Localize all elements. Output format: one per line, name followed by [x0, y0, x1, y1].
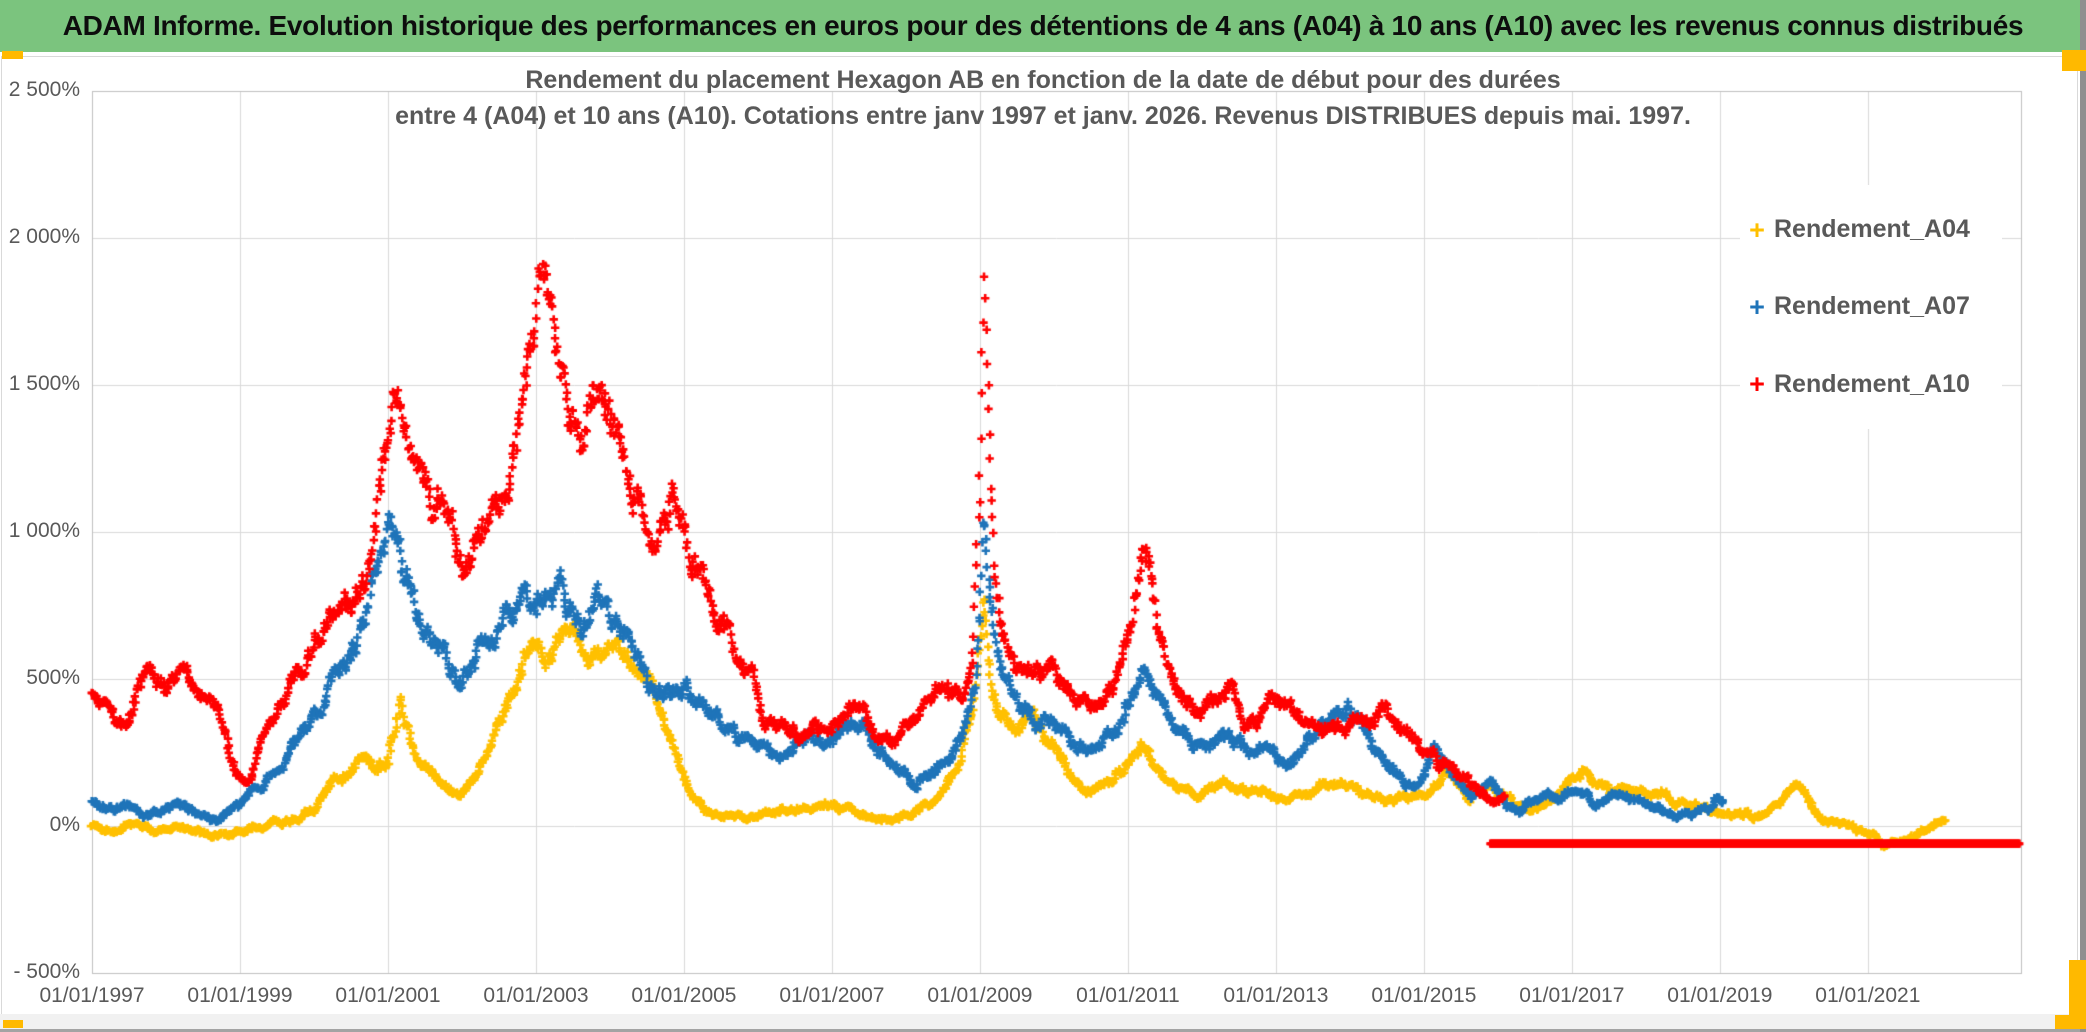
y-tick-label: 2 500% [8, 78, 80, 101]
x-tick-label: 01/01/2017 [1519, 984, 1625, 1007]
gold-corner-top-left [2, 51, 23, 59]
x-tick-label: 01/01/2005 [631, 984, 737, 1007]
chart-title-line1: Rendement du placement Hexagon AB en fon… [525, 66, 1561, 94]
chart-title: Rendement du placement Hexagon AB en fon… [0, 62, 2086, 134]
gold-corner-bottom-right-horizontal [2055, 1015, 2086, 1029]
x-tick-label: 01/01/2007 [779, 984, 885, 1007]
x-tick-label: 01/01/1997 [39, 984, 145, 1007]
x-tick-label: 01/01/2001 [335, 984, 441, 1007]
y-tick-label: 1 000% [8, 519, 80, 542]
y-tick-label: 2 000% [8, 225, 80, 248]
legend-item-rendement_a04[interactable]: + Rendement_A04 [1740, 215, 2002, 244]
header-title: ADAM Informe. Evolution historique des p… [62, 10, 2024, 41]
x-tick-label: 01/01/2019 [1667, 984, 1773, 1007]
legend-item-rendement_a07[interactable]: + Rendement_A07 [1740, 292, 2002, 321]
legend-label: Rendement_A04 [1774, 215, 1970, 244]
y-tick-label: - 500% [13, 960, 80, 983]
gold-corner-bottom-right-vertical [2069, 960, 2086, 1029]
bottom-edge-line [0, 1029, 2086, 1032]
chart-title-line2: entre 4 (A04) et 10 ans (A10). Cotations… [395, 102, 1691, 130]
header-banner: ADAM Informe. Evolution historique des p… [0, 0, 2086, 52]
screen-right-edge [2080, 0, 2086, 1032]
x-tick-label: 01/01/2003 [483, 984, 589, 1007]
legend-plus-marker-icon: + [1749, 369, 1765, 400]
y-tick-label: 500% [26, 666, 80, 689]
legend-item-rendement_a10[interactable]: + Rendement_A10 [1740, 370, 2002, 399]
x-tick-label: 01/01/2011 [1076, 984, 1180, 1007]
x-tick-label: 01/01/2021 [1815, 984, 1921, 1007]
x-tick-label: 01/01/2013 [1223, 984, 1329, 1007]
legend-label: Rendement_A10 [1774, 369, 1970, 398]
chart-legend: + Rendement_A04 + Rendement_A07 + Rendement_A… [1740, 185, 2002, 429]
gold-corner-top-right [2062, 50, 2086, 71]
legend-plus-marker-icon: + [1749, 214, 1765, 245]
legend-plus-marker-icon: + [1749, 291, 1765, 322]
legend-label: Rendement_A07 [1774, 292, 1970, 321]
x-tick-label: 01/01/2015 [1371, 984, 1477, 1007]
x-tick-label: 01/01/2009 [927, 984, 1033, 1007]
x-tick-label: 01/01/1999 [187, 984, 293, 1007]
bottom-band [0, 1014, 2086, 1029]
gold-corner-bottom-left [3, 1020, 23, 1028]
y-tick-label: 0% [49, 813, 80, 836]
y-tick-label: 1 500% [8, 372, 80, 395]
